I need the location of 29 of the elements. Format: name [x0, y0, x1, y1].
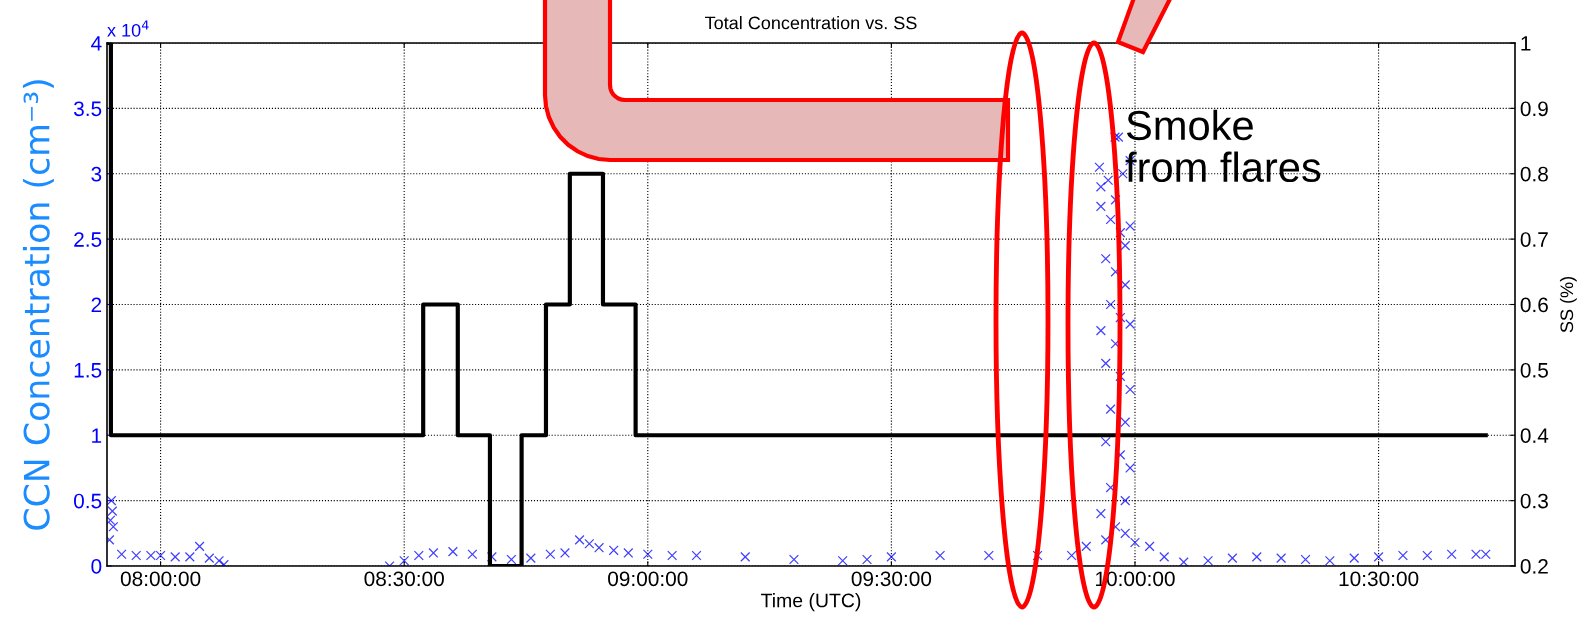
x-tick-label: 10:30:00	[1339, 571, 1419, 587]
y-tick-label: 0	[91, 559, 102, 574]
y2-tick-label: 0.6	[1520, 297, 1548, 313]
y2-axis-title: SS (%)	[1559, 277, 1577, 333]
y2-tick-label: 0.2	[1520, 559, 1548, 574]
y2-tick-label: 0.7	[1520, 232, 1548, 247]
annotation: Smoke from flares	[1125, 109, 1321, 183]
y-tick-label: 3.5	[73, 101, 102, 117]
y-tick-label: 3	[91, 166, 102, 182]
y-tick-label: 2	[91, 297, 102, 313]
chart-title: Total Concentration vs. SS	[705, 16, 917, 30]
y2-tick-label: 0.9	[1520, 101, 1548, 117]
x-axis-title: Time (UTC)	[761, 593, 861, 612]
y-tick-label: 4	[91, 36, 102, 51]
y-tick-label: 2.5	[74, 232, 102, 247]
y2-tick-label: 0.3	[1520, 493, 1548, 509]
y-tick-label: 1.5	[74, 363, 102, 378]
x-tick-label: 08:30:00	[364, 571, 444, 587]
y2-tick-label: 0.5	[1520, 362, 1548, 378]
x-tick-label: 08:00:00	[120, 571, 201, 587]
y2-tick-label: 0.8	[1520, 166, 1548, 182]
y-tick-label: 1	[92, 428, 102, 443]
y-axis-title: CCN Concentration (cm⁻³)	[22, 80, 54, 530]
y-tick-label: 0.5	[73, 493, 102, 509]
y2-tick-label: 1	[1521, 36, 1531, 51]
x-tick-label: 09:30:00	[851, 571, 932, 587]
x-tick-label: 09:00:00	[608, 571, 688, 587]
text: x 10$^{4}$	[107, 20, 149, 37]
y2-tick-label: 0.4	[1520, 428, 1549, 443]
